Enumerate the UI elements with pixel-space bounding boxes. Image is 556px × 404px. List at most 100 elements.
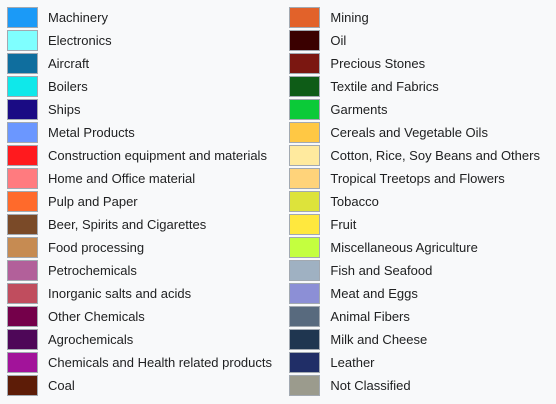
legend-label: Boilers [48,79,88,94]
legend-item-aircraft: Aircraft [7,52,289,75]
legend-item-agrochemicals: Agrochemicals [7,328,289,351]
legend-swatch [7,7,38,28]
legend-item-food-processing: Food processing [7,236,289,259]
legend-label: Leather [330,355,375,370]
legend-item-home-and-office-material: Home and Office material [7,167,289,190]
legend-swatch [289,168,321,189]
legend-swatch [289,76,321,97]
legend-swatch [289,260,321,281]
legend-label: Animal Fibers [330,309,410,324]
legend-item-oil: Oil [289,29,556,52]
legend-swatch [289,306,321,327]
legend-label: Fish and Seafood [330,263,433,278]
legend-label: Food processing [48,240,145,255]
legend-swatch [7,306,38,327]
legend-label: Miscellaneous Agriculture [330,240,478,255]
legend-item-precious-stones: Precious Stones [289,52,556,75]
legend-label: Cereals and Vegetable Oils [330,125,488,140]
legend-swatch [7,76,38,97]
legend-item-mining: Mining [289,6,556,29]
legend-label: Precious Stones [330,56,426,71]
legend-item-cereals-and-vegetable-oils: Cereals and Vegetable Oils [289,121,556,144]
legend-label: Home and Office material [48,171,196,186]
legend-swatch [289,122,321,143]
legend-swatch [289,7,321,28]
legend-label: Other Chemicals [48,309,145,324]
legend-label: Pulp and Paper [48,194,138,209]
legend-item-tropical-treetops-and-flowers: Tropical Treetops and Flowers [289,167,556,190]
legend-item-ships: Ships [7,98,289,121]
legend-label: Cotton, Rice, Soy Beans and Others [330,148,540,163]
legend-label: Ships [48,102,81,117]
legend-swatch [7,53,38,74]
legend-item-inorganic-salts-and-acids: Inorganic salts and acids [7,282,289,305]
legend-item-other-chemicals: Other Chemicals [7,305,289,328]
legend-item-textile-and-fabrics: Textile and Fabrics [289,75,556,98]
legend-label: Construction equipment and materials [48,148,267,163]
legend-item-electronics: Electronics [7,29,289,52]
legend-item-fruit: Fruit [289,213,556,236]
legend-swatch [289,53,321,74]
legend-item-construction-equipment-and-materials: Construction equipment and materials [7,144,289,167]
legend-swatch [7,375,38,396]
legend-swatch [289,30,321,51]
legend-swatch [289,99,321,120]
legend-label: Chemicals and Health related products [48,355,273,370]
legend-swatch [289,329,321,350]
legend-label: Not Classified [330,378,411,393]
legend-label: Beer, Spirits and Cigarettes [48,217,207,232]
legend-swatch [289,214,321,235]
legend-label: Inorganic salts and acids [48,286,192,301]
legend-swatch [289,375,321,396]
legend-swatch [289,283,321,304]
legend-column-right: Mining Oil Precious Stones Textile and Fabr… [289,0,556,404]
legend-swatch [7,329,38,350]
legend-label: Petrochemicals [48,263,137,278]
legend-item-milk-and-cheese: Milk and Cheese [289,328,556,351]
legend-item-meat-and-eggs: Meat and Eggs [289,282,556,305]
legend-swatch [289,191,321,212]
legend-swatch [7,214,38,235]
legend-swatch [7,237,38,258]
legend-item-garments: Garments [289,98,556,121]
legend-item-metal-products: Metal Products [7,121,289,144]
legend-item-tobacco: Tobacco [289,190,556,213]
legend-label: Metal Products [48,125,135,140]
legend-item-beer-spirits-and-cigarettes: Beer, Spirits and Cigarettes [7,213,289,236]
legend-column-left: Machinery Electronics Aircraft Boilers Ships… [7,7,289,397]
legend-label: Meat and Eggs [330,286,418,301]
legend-item-petrochemicals: Petrochemicals [7,259,289,282]
legend-label: Fruit [330,217,357,232]
legend-swatch [289,352,321,373]
legend-label: Garments [330,102,388,117]
legend-swatch [7,191,38,212]
legend-label: Tobacco [330,194,379,209]
legend-item-not-classified: Not Classified [289,374,556,397]
legend-label: Agrochemicals [48,332,134,347]
legend-label: Coal [48,378,75,393]
legend-swatch [7,260,38,281]
legend-label: Milk and Cheese [330,332,428,347]
legend-item-miscellaneous-agriculture: Miscellaneous Agriculture [289,236,556,259]
legend-swatch [7,145,38,166]
legend-swatch [7,352,38,373]
legend-label: Oil [330,33,347,48]
legend-swatch [289,145,321,166]
legend-item-cotton-rice-soy-beans-and-others: Cotton, Rice, Soy Beans and Others [289,144,556,167]
legend-item-leather: Leather [289,351,556,374]
legend-item-pulp-and-paper: Pulp and Paper [7,190,289,213]
legend-label: Mining [330,10,369,25]
legend-swatch [7,30,38,51]
legend-item-boilers: Boilers [7,75,289,98]
legend-item-coal: Coal [7,374,289,397]
legend-label: Tropical Treetops and Flowers [330,171,505,186]
legend-swatch [7,99,38,120]
legend-swatch [7,168,38,189]
legend-label: Aircraft [48,56,90,71]
legend-swatch [7,122,38,143]
legend-label: Electronics [48,33,112,48]
legend-item-chemicals-and-health-related-products: Chemicals and Health related products [7,351,289,374]
legend-swatch [7,283,38,304]
legend-label: Textile and Fabrics [330,79,439,94]
